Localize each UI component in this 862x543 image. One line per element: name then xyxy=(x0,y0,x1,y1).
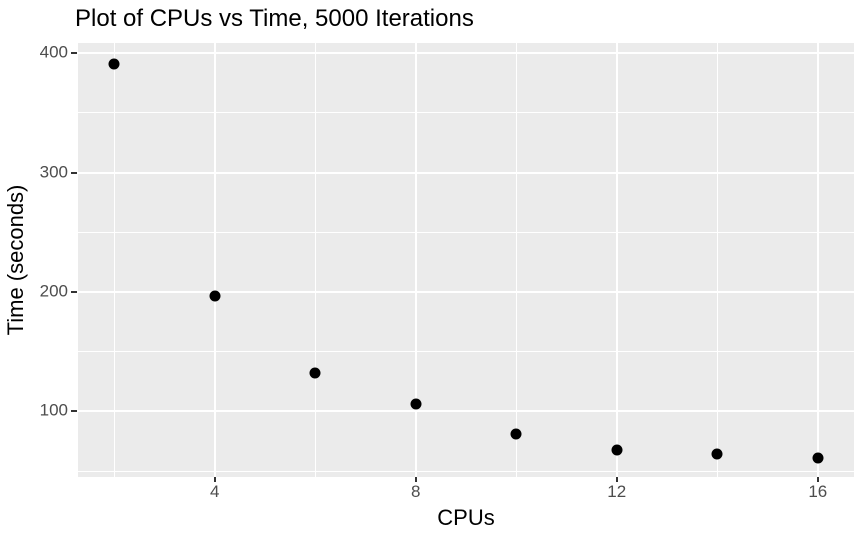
data-point xyxy=(510,428,522,440)
major-gridline-x xyxy=(816,43,819,477)
y-tick-mark xyxy=(71,290,77,293)
data-point xyxy=(812,452,824,464)
x-tick-label: 16 xyxy=(808,482,828,501)
x-axis-title: CPUs xyxy=(437,505,495,530)
minor-gridline-x xyxy=(716,43,718,477)
major-gridline-x xyxy=(213,43,216,477)
data-point xyxy=(410,398,422,410)
minor-gridline-y xyxy=(78,112,854,114)
y-tick-label: 200 xyxy=(39,281,68,301)
y-tick-mark xyxy=(71,410,77,413)
y-tick-label: 100 xyxy=(39,400,68,420)
data-point xyxy=(209,290,221,302)
y-tick-label: 300 xyxy=(39,162,68,182)
major-gridline-y xyxy=(78,171,854,174)
x-tick-mark xyxy=(414,477,417,482)
y-tick-label: 400 xyxy=(39,42,68,62)
data-point xyxy=(611,444,623,456)
x-tick-label: 4 xyxy=(209,482,220,501)
minor-gridline-y xyxy=(78,231,854,233)
data-point xyxy=(108,58,120,70)
minor-gridline-x xyxy=(314,43,316,477)
x-tick-mark xyxy=(615,477,618,482)
major-gridline-y xyxy=(78,52,854,55)
y-tick-mark xyxy=(71,52,77,55)
data-point xyxy=(711,448,723,460)
y-tick-mark xyxy=(71,171,77,174)
data-point xyxy=(309,367,321,379)
x-tick-mark xyxy=(816,477,819,482)
y-axis-title: Time (seconds) xyxy=(3,184,28,336)
major-gridline-y xyxy=(78,290,854,293)
x-tick-mark xyxy=(213,477,216,482)
minor-gridline-x xyxy=(515,43,517,477)
major-gridline-x xyxy=(615,43,618,477)
x-tick-label: 8 xyxy=(411,482,421,501)
chart-title: Plot of CPUs vs Time, 5000 Iterations xyxy=(75,5,474,32)
minor-gridline-y xyxy=(78,351,854,353)
major-gridline-x xyxy=(414,43,417,477)
major-gridline-y xyxy=(78,410,854,413)
x-tick-label: 12 xyxy=(607,482,627,501)
minor-gridline-y xyxy=(78,470,854,472)
plot-panel xyxy=(78,43,854,477)
minor-gridline-x xyxy=(113,43,115,477)
